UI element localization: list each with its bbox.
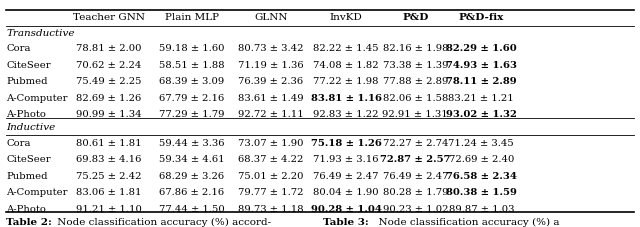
Text: Pubmed: Pubmed xyxy=(6,171,48,180)
Text: Teacher GNN: Teacher GNN xyxy=(73,13,145,22)
Text: 59.18 ± 1.60: 59.18 ± 1.60 xyxy=(159,44,225,53)
Text: 76.49 ± 2.47: 76.49 ± 2.47 xyxy=(383,171,448,180)
Text: 93.02 ± 1.32: 93.02 ± 1.32 xyxy=(446,110,516,118)
Text: 83.61 ± 1.49: 83.61 ± 1.49 xyxy=(238,93,303,102)
Text: 68.39 ± 3.09: 68.39 ± 3.09 xyxy=(159,77,225,86)
Text: A-Computer: A-Computer xyxy=(6,187,68,196)
Text: 68.29 ± 3.26: 68.29 ± 3.26 xyxy=(159,171,225,180)
Text: Cora: Cora xyxy=(6,44,31,53)
Text: 77.44 ± 1.50: 77.44 ± 1.50 xyxy=(159,204,225,213)
Text: 68.37 ± 4.22: 68.37 ± 4.22 xyxy=(238,154,303,163)
Text: A-Photo: A-Photo xyxy=(6,204,46,213)
Text: A-Photo: A-Photo xyxy=(6,110,46,118)
Text: Transductive: Transductive xyxy=(6,29,75,38)
Text: 82.16 ± 1.98: 82.16 ± 1.98 xyxy=(383,44,448,53)
Text: 77.29 ± 1.79: 77.29 ± 1.79 xyxy=(159,110,225,118)
Text: 90.23 ± 1.02: 90.23 ± 1.02 xyxy=(383,204,448,213)
Text: Node classification accuracy (%) accord-: Node classification accuracy (%) accord- xyxy=(54,217,271,226)
Text: 77.88 ± 2.89: 77.88 ± 2.89 xyxy=(383,77,448,86)
Text: 80.73 ± 3.42: 80.73 ± 3.42 xyxy=(238,44,303,53)
Text: CiteSeer: CiteSeer xyxy=(6,60,51,69)
Text: 89.73 ± 1.18: 89.73 ± 1.18 xyxy=(238,204,303,213)
Text: 71.93 ± 3.16: 71.93 ± 3.16 xyxy=(314,154,379,163)
Text: 59.34 ± 4.61: 59.34 ± 4.61 xyxy=(159,154,225,163)
Text: Table 3:: Table 3: xyxy=(323,217,369,226)
Text: 80.04 ± 1.90: 80.04 ± 1.90 xyxy=(314,187,379,196)
Text: 82.69 ± 1.26: 82.69 ± 1.26 xyxy=(76,93,141,102)
Text: 73.07 ± 1.90: 73.07 ± 1.90 xyxy=(238,138,303,147)
Text: 76.58 ± 2.34: 76.58 ± 2.34 xyxy=(446,171,516,180)
Text: Node classification accuracy (%) a: Node classification accuracy (%) a xyxy=(372,217,560,226)
Text: 82.22 ± 1.45: 82.22 ± 1.45 xyxy=(314,44,379,53)
Text: InvKD: InvKD xyxy=(330,13,363,22)
Text: Plain MLP: Plain MLP xyxy=(165,13,219,22)
Text: 90.99 ± 1.34: 90.99 ± 1.34 xyxy=(76,110,141,118)
Text: 89.87 ± 1.03: 89.87 ± 1.03 xyxy=(449,204,514,213)
Text: 59.44 ± 3.36: 59.44 ± 3.36 xyxy=(159,138,225,147)
Text: 72.87 ± 2.57: 72.87 ± 2.57 xyxy=(380,154,451,163)
Text: 75.25 ± 2.42: 75.25 ± 2.42 xyxy=(76,171,141,180)
Text: 72.27 ± 2.74: 72.27 ± 2.74 xyxy=(383,138,448,147)
Text: 78.11 ± 2.89: 78.11 ± 2.89 xyxy=(446,77,516,86)
Text: 83.06 ± 1.81: 83.06 ± 1.81 xyxy=(76,187,141,196)
Text: CiteSeer: CiteSeer xyxy=(6,154,51,163)
Text: 80.28 ± 1.79: 80.28 ± 1.79 xyxy=(383,187,448,196)
Text: 74.93 ± 1.63: 74.93 ± 1.63 xyxy=(446,60,516,69)
Text: A-Computer: A-Computer xyxy=(6,93,68,102)
Text: 92.72 ± 1.11: 92.72 ± 1.11 xyxy=(238,110,303,118)
Text: 90.28 ± 1.04: 90.28 ± 1.04 xyxy=(311,204,381,213)
Text: 72.69 ± 2.40: 72.69 ± 2.40 xyxy=(449,154,514,163)
Text: Table 2:: Table 2: xyxy=(6,217,52,226)
Text: P&D: P&D xyxy=(402,13,429,22)
Text: 73.38 ± 1.39: 73.38 ± 1.39 xyxy=(383,60,448,69)
Text: 71.19 ± 1.36: 71.19 ± 1.36 xyxy=(238,60,303,69)
Text: 79.77 ± 1.72: 79.77 ± 1.72 xyxy=(238,187,303,196)
Text: 92.91 ± 1.31: 92.91 ± 1.31 xyxy=(383,110,448,118)
Text: Cora: Cora xyxy=(6,138,31,147)
Text: 80.61 ± 1.81: 80.61 ± 1.81 xyxy=(76,138,141,147)
Text: 75.01 ± 2.20: 75.01 ± 2.20 xyxy=(238,171,303,180)
Text: 74.08 ± 1.82: 74.08 ± 1.82 xyxy=(314,60,379,69)
Text: 77.22 ± 1.98: 77.22 ± 1.98 xyxy=(314,77,379,86)
Text: P&D-fix: P&D-fix xyxy=(459,13,504,22)
Text: 75.18 ± 1.26: 75.18 ± 1.26 xyxy=(311,138,381,147)
Text: 83.81 ± 1.16: 83.81 ± 1.16 xyxy=(311,93,381,102)
Text: 67.86 ± 2.16: 67.86 ± 2.16 xyxy=(159,187,225,196)
Text: 91.21 ± 1.10: 91.21 ± 1.10 xyxy=(76,204,141,213)
Text: 82.29 ± 1.60: 82.29 ± 1.60 xyxy=(446,44,516,53)
Text: 71.24 ± 3.45: 71.24 ± 3.45 xyxy=(449,138,514,147)
Text: Pubmed: Pubmed xyxy=(6,77,48,86)
Text: 69.83 ± 4.16: 69.83 ± 4.16 xyxy=(76,154,141,163)
Text: 83.21 ± 1.21: 83.21 ± 1.21 xyxy=(449,93,514,102)
Text: 58.51 ± 1.88: 58.51 ± 1.88 xyxy=(159,60,225,69)
Text: GLNN: GLNN xyxy=(254,13,287,22)
Text: 76.39 ± 2.36: 76.39 ± 2.36 xyxy=(238,77,303,86)
Text: 75.49 ± 2.25: 75.49 ± 2.25 xyxy=(76,77,141,86)
Text: 82.06 ± 1.58: 82.06 ± 1.58 xyxy=(383,93,448,102)
Text: 78.81 ± 2.00: 78.81 ± 2.00 xyxy=(76,44,141,53)
Text: 76.49 ± 2.47: 76.49 ± 2.47 xyxy=(314,171,379,180)
Text: Inductive: Inductive xyxy=(6,123,56,132)
Text: 80.38 ± 1.59: 80.38 ± 1.59 xyxy=(446,187,516,196)
Text: 70.62 ± 2.24: 70.62 ± 2.24 xyxy=(76,60,141,69)
Text: 92.83 ± 1.22: 92.83 ± 1.22 xyxy=(314,110,379,118)
Text: 67.79 ± 2.16: 67.79 ± 2.16 xyxy=(159,93,225,102)
